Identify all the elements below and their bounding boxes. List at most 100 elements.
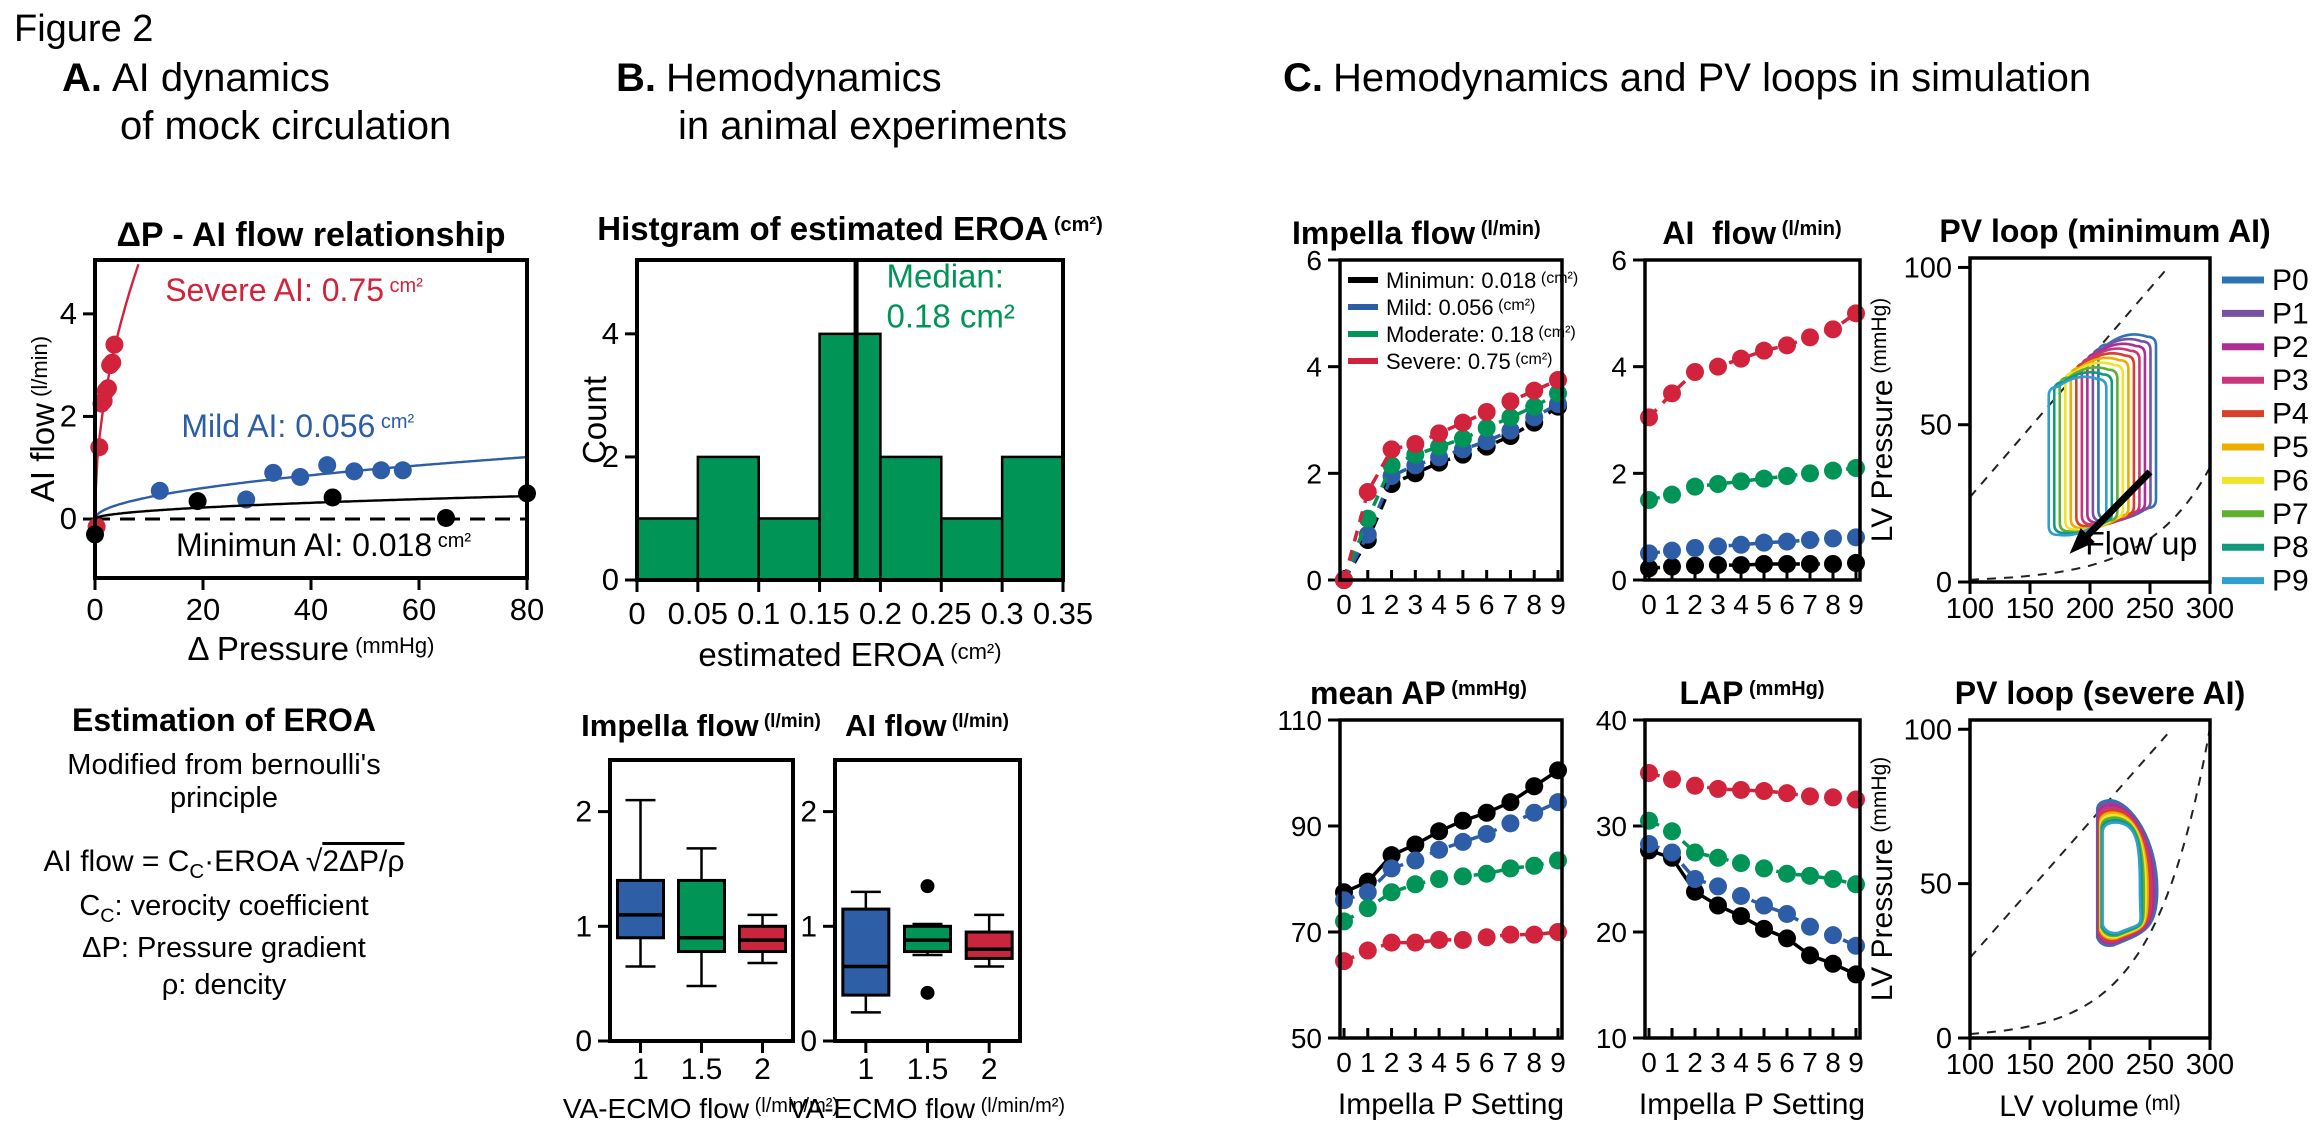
x-tick-label: 150	[2006, 593, 2054, 625]
figure-label: Figure 2	[14, 8, 154, 50]
x-tick-label: 150	[2006, 1049, 2054, 1081]
data-point	[1430, 870, 1449, 888]
data-point	[1755, 859, 1773, 878]
data-point	[1755, 555, 1773, 573]
x-tick-label: 4	[1431, 1047, 1447, 1078]
data-point	[1382, 883, 1401, 902]
median-annotation: 0.18 cm²	[887, 298, 1015, 335]
data-point	[1549, 793, 1567, 812]
data-point	[1824, 954, 1842, 973]
data-point	[150, 481, 169, 500]
y-tick-label: 2	[60, 398, 77, 433]
data-point	[1801, 555, 1819, 573]
data-point	[1525, 777, 1544, 796]
x-tick-label: 300	[2186, 593, 2234, 625]
panel-a-title-line2: of mock circulation	[120, 104, 452, 148]
data-point	[1430, 930, 1449, 949]
chart-dp-ai-flow-relationship: ΔP - AI flow relationship 0 2 4 0 20 40 60 80 Sev…	[24, 200, 780, 700]
data-point	[1453, 867, 1472, 886]
data-point	[1406, 835, 1425, 854]
data-point	[1732, 780, 1750, 799]
data-point	[1477, 403, 1496, 421]
data-point	[1453, 413, 1472, 432]
data-point	[1778, 784, 1796, 803]
pv_severe-svg: PV loop (severe AI) 0 50 100 100 150 200 250 300…	[1866, 675, 2245, 1123]
series-annotation: Mild AI: 0.056 cm²	[181, 408, 414, 444]
legend-label: P2	[2272, 331, 2309, 364]
y-tick-label: 90	[1291, 811, 1322, 842]
data-point	[1709, 475, 1727, 493]
y-tick-label: 100	[1904, 252, 1952, 284]
definition-rho: ρ: dencity	[161, 968, 287, 1001]
category-label: 1.5	[907, 1053, 949, 1086]
series-line	[1342, 402, 1559, 581]
def1-rest: : verocity coefficient	[114, 890, 369, 922]
data-point	[1358, 899, 1377, 918]
legend-label: P1	[2272, 297, 2309, 330]
data-point	[1501, 793, 1520, 812]
y-tick-label: 4	[1306, 352, 1322, 383]
y-tick-label: 6	[1611, 245, 1627, 276]
data-point	[1847, 936, 1865, 955]
y-axis-label: Count	[576, 376, 613, 464]
x-tick-label: 9	[1848, 1047, 1864, 1078]
x-tick-label: 9	[1550, 1047, 1566, 1078]
data-point	[1406, 875, 1425, 894]
data-point	[1501, 392, 1520, 411]
x-tick-label: 6	[1479, 1047, 1495, 1078]
data-point	[1525, 925, 1544, 944]
x-tick-label: 1	[1664, 1047, 1680, 1078]
data-point	[1778, 555, 1796, 573]
data-point	[372, 461, 391, 480]
data-point	[1686, 870, 1704, 888]
chart-title: Histgram of estimated EROA (cm²)	[597, 210, 1103, 247]
data-point	[1477, 803, 1496, 822]
data-point	[1709, 556, 1727, 575]
data-point	[1686, 882, 1704, 901]
data-point	[98, 379, 117, 398]
data-point	[1801, 464, 1819, 483]
x-tick-label: 1	[1664, 589, 1680, 620]
x-axis-label: VA-ECMO flow (l/min/m²)	[789, 1093, 1065, 1124]
chart-title: Impella flow (l/min)	[581, 708, 821, 743]
x-tick-label: 0.3	[981, 596, 1024, 631]
data-point	[1525, 803, 1544, 822]
axis-box	[1643, 718, 1862, 1040]
data-point	[1686, 776, 1704, 795]
x-tick-label: 3	[1710, 1047, 1726, 1078]
y-tick-label: 4	[60, 296, 77, 331]
category-label: 1.5	[681, 1053, 723, 1086]
data-point	[1709, 877, 1727, 896]
data-point	[105, 335, 124, 354]
x-tick-label: 0	[1641, 589, 1657, 620]
category-label: 1	[857, 1053, 874, 1086]
x-tick-label: 250	[2126, 1049, 2174, 1081]
y-tick-label: 70	[1291, 917, 1322, 948]
y-tick-label: 50	[1920, 410, 1952, 442]
data-point	[1358, 883, 1377, 902]
hist-bar	[696, 455, 760, 582]
data-point	[393, 461, 412, 480]
chart-title: ΔP - AI flow relationship	[116, 216, 505, 254]
x-tick-label: 3	[1710, 589, 1726, 620]
data-point	[1778, 467, 1796, 485]
data-point	[1801, 328, 1819, 347]
legend-label: P7	[2272, 498, 2309, 531]
legend-label: P8	[2272, 531, 2309, 564]
data-point	[1406, 933, 1425, 952]
axis-box	[93, 258, 529, 580]
data-point	[188, 492, 207, 511]
definition-cc: CC: verocity coefficient	[14, 890, 434, 928]
category-label: 1	[632, 1053, 649, 1086]
data-point	[1382, 933, 1401, 952]
data-point	[1453, 811, 1472, 830]
data-point	[1732, 854, 1750, 873]
data-point	[1732, 907, 1750, 926]
y-tick-label: 0	[1306, 565, 1322, 596]
y-tick-label: 2	[1611, 458, 1627, 489]
data-point	[1824, 529, 1842, 548]
data-point	[1663, 384, 1681, 403]
data-point	[1640, 408, 1658, 427]
data-point	[1709, 848, 1727, 867]
data-point	[1709, 779, 1727, 798]
